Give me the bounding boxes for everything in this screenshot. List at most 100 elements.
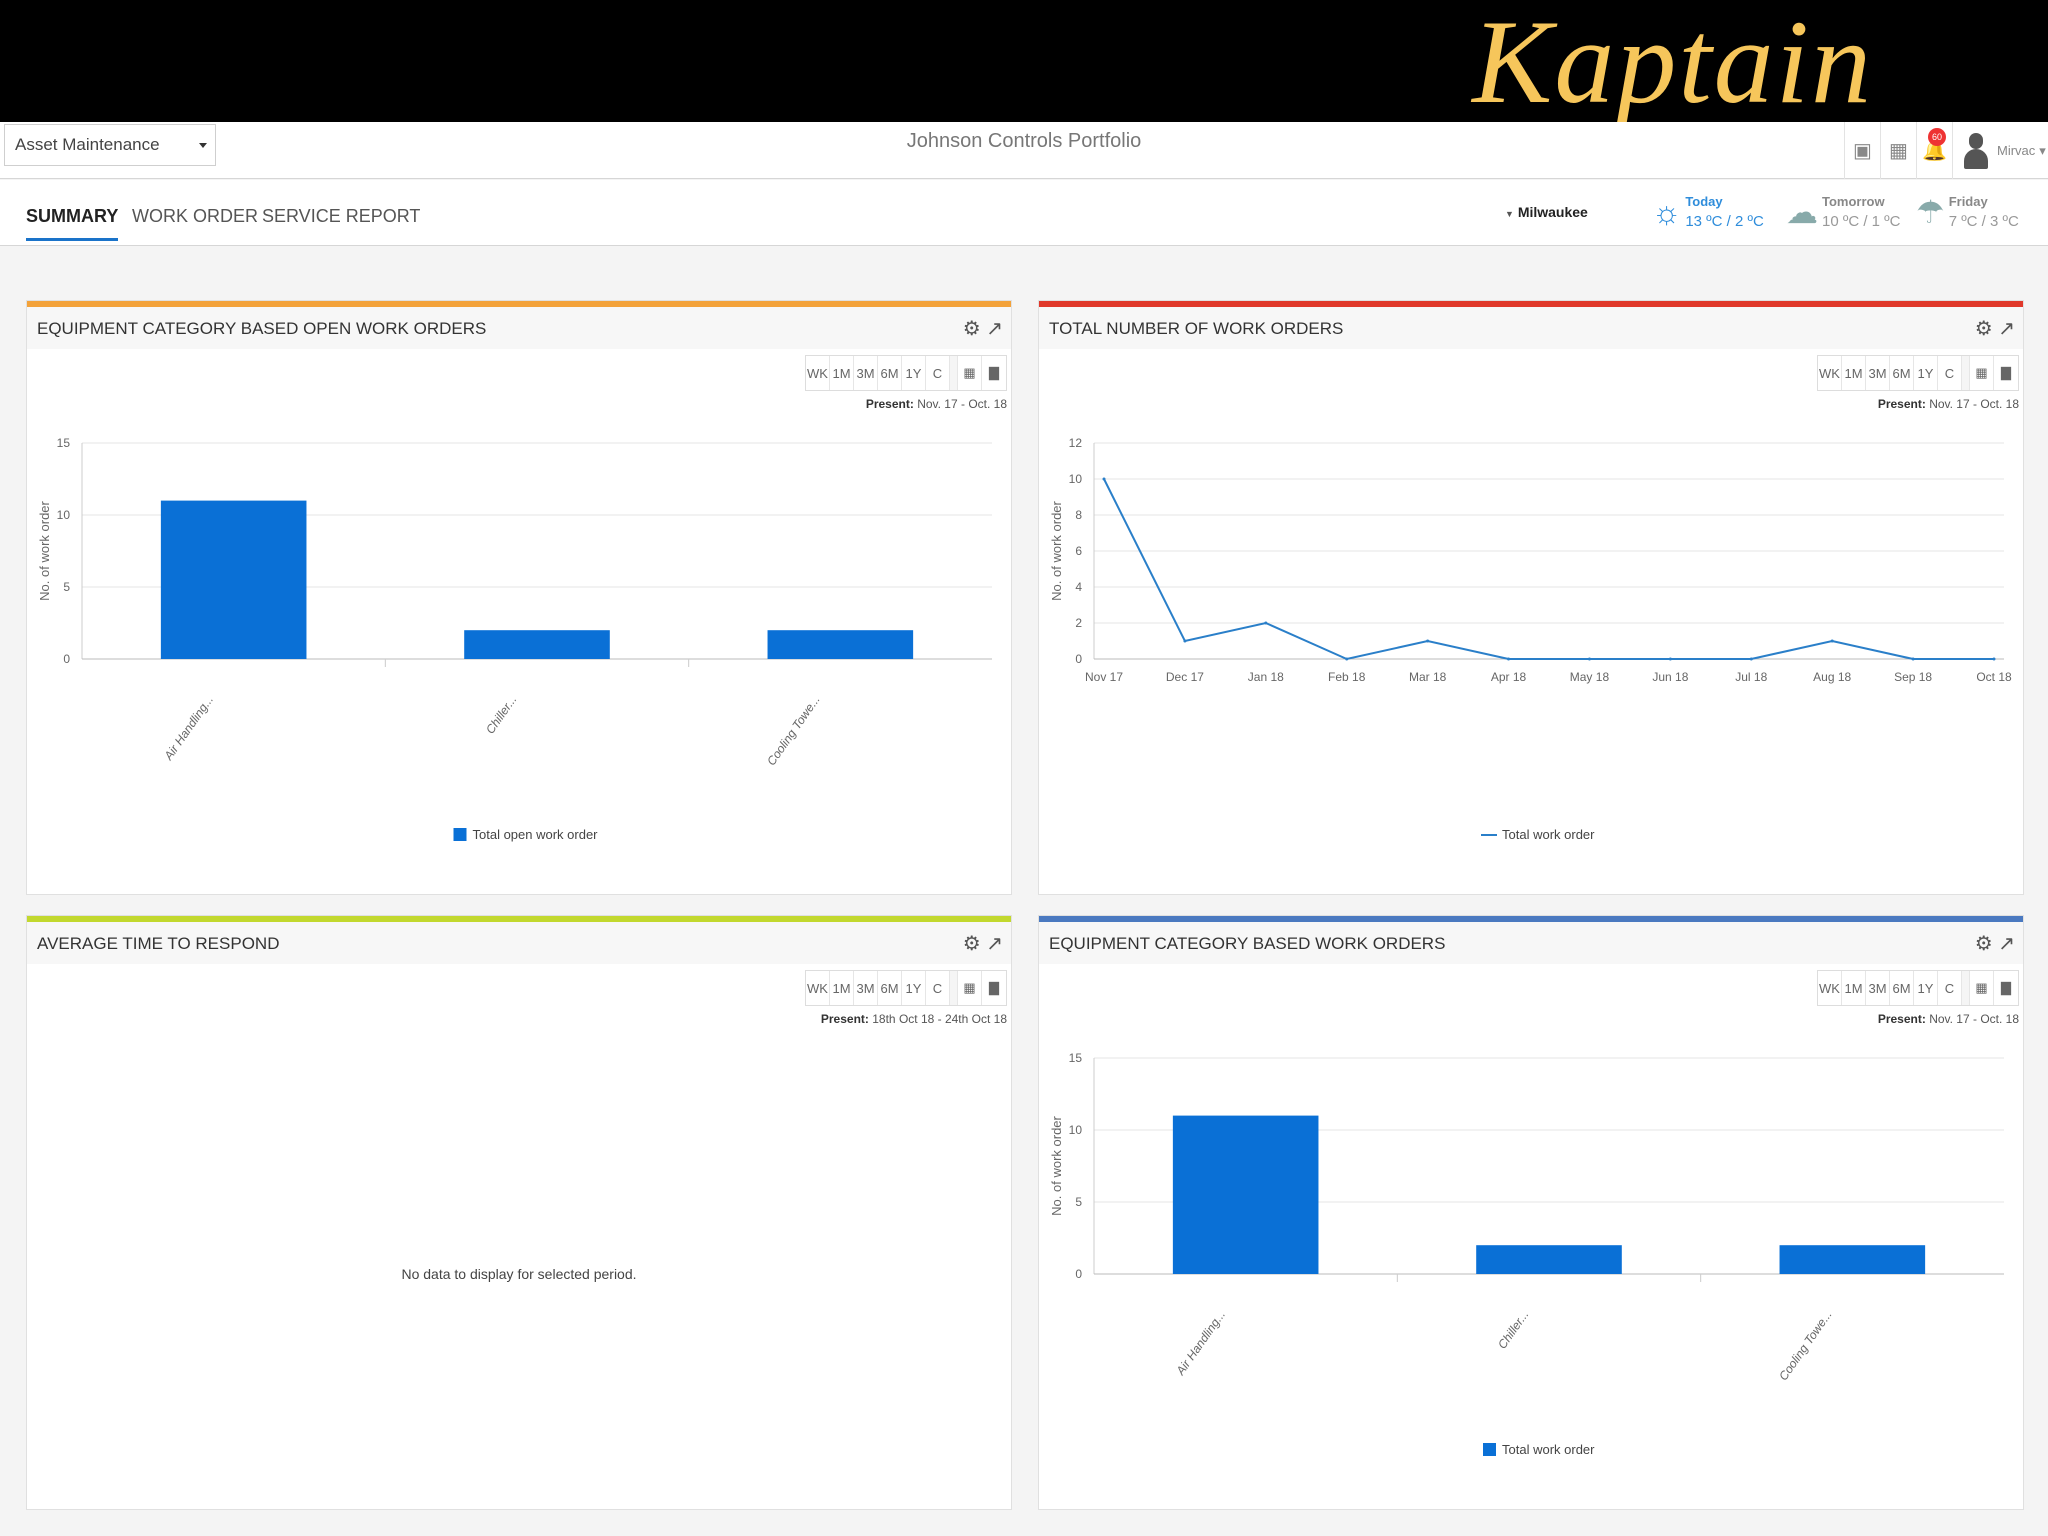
y-axis-label: No. of work order	[1049, 1115, 1064, 1215]
legend-swatch	[453, 828, 467, 841]
range-button-6m[interactable]: 6M	[878, 971, 902, 1005]
table-view-icon[interactable]: ▦	[958, 356, 982, 390]
data-point	[1668, 657, 1672, 661]
y-tick-label: 2	[1075, 616, 1082, 630]
y-tick-label: 10	[1069, 472, 1083, 486]
range-button-3m[interactable]: 3M	[1866, 356, 1890, 390]
y-tick-label: 5	[1075, 1195, 1082, 1209]
range-button-3m[interactable]: 3M	[1866, 971, 1890, 1005]
expand-icon[interactable]: ↗	[1998, 318, 2015, 340]
range-button-6m[interactable]: 6M	[878, 356, 902, 390]
gear-icon[interactable]: ⚙	[1974, 933, 1993, 955]
y-tick-label: 8	[1075, 508, 1082, 522]
camera-icon[interactable]: ▣	[1844, 122, 1880, 179]
data-point	[1183, 639, 1187, 643]
y-tick-label: 15	[1069, 1051, 1083, 1065]
tab-work-order[interactable]: WORK ORDER	[132, 206, 258, 226]
table-view-icon[interactable]: ▦	[1970, 971, 1994, 1005]
data-point	[1830, 639, 1834, 643]
gear-icon[interactable]: ⚙	[962, 933, 981, 955]
data-point	[1345, 657, 1349, 661]
panel-accent	[1039, 916, 2023, 922]
y-tick-label: 0	[1075, 1267, 1082, 1281]
x-tick-label: Chiller...	[1495, 1308, 1531, 1352]
module-select[interactable]: Asset Maintenance	[4, 124, 216, 166]
range-button-c[interactable]: C	[926, 971, 950, 1005]
tab-summary[interactable]: SUMMARY	[26, 206, 119, 241]
portfolio-title: Johnson Controls Portfolio	[906, 130, 1142, 152]
range-button-1y[interactable]: 1Y	[1914, 356, 1938, 390]
range-button-1y[interactable]: 1Y	[902, 356, 926, 390]
expand-icon[interactable]: ↗	[986, 933, 1003, 955]
range-button-1y[interactable]: 1Y	[902, 971, 926, 1005]
data-point	[1102, 477, 1106, 481]
gear-icon[interactable]: ⚙	[1974, 318, 1993, 340]
tab-service-report[interactable]: SERVICE REPORT	[262, 206, 421, 226]
weather-day: Friday	[1948, 194, 1988, 209]
range-button-6m[interactable]: 6M	[1890, 971, 1914, 1005]
data-point	[1507, 657, 1511, 661]
range-button-c[interactable]: C	[1938, 356, 1962, 390]
range-button-1m[interactable]: 1M	[830, 971, 854, 1005]
range-button-1m[interactable]: 1M	[830, 356, 854, 390]
panel-accent	[27, 301, 1011, 307]
expand-icon[interactable]: ↗	[986, 318, 1003, 340]
bar	[1779, 1245, 1926, 1274]
range-button-wk[interactable]: WK	[806, 971, 830, 1005]
table-view-icon[interactable]: ▦	[958, 971, 982, 1005]
x-tick-label: Air Handling...	[1173, 1308, 1228, 1379]
apps-grid-icon[interactable]: ▦	[1880, 122, 1916, 179]
chart-view-icon[interactable]: ▇	[989, 365, 999, 380]
top-icons: ▣ ▦ 🔔 60 Mirvac ▾	[1844, 122, 2048, 179]
range-button-wk[interactable]: WK	[1818, 971, 1842, 1005]
data-point	[1264, 621, 1268, 625]
module-select-value: Asset Maintenance	[15, 135, 160, 154]
panel-accent	[1039, 301, 2023, 307]
caret-down-icon: ▼	[1505, 209, 1514, 219]
panel-header: EQUIPMENT CATEGORY BASED OPEN WORK ORDER…	[27, 307, 1011, 349]
range-button-6m[interactable]: 6M	[1890, 356, 1914, 390]
present-range: Present: 18th Oct 18 - 24th Oct 18	[820, 1012, 1007, 1026]
series-line	[1103, 478, 1994, 661]
range-button-1m[interactable]: 1M	[1842, 971, 1866, 1005]
weather-today: ☼ Today 13 ºC / 2 ºC	[1652, 192, 1764, 232]
present-range: Present: Nov. 17 - Oct. 18	[1877, 1012, 2019, 1026]
range-button-wk[interactable]: WK	[806, 356, 830, 390]
bell-icon[interactable]: 🔔 60	[1916, 122, 1952, 179]
gear-icon[interactable]: ⚙	[962, 318, 981, 340]
range-button-c[interactable]: C	[1938, 971, 1962, 1005]
chart-view-icon[interactable]: ▇	[2001, 980, 2011, 995]
x-tick-label: Jan 18	[1248, 670, 1284, 684]
range-button-3m[interactable]: 3M	[854, 356, 878, 390]
user-menu[interactable]: Mirvac ▾	[1952, 122, 2048, 179]
x-tick-label: Feb 18	[1328, 670, 1366, 684]
range-button-wk[interactable]: WK	[1818, 356, 1842, 390]
y-tick-label: 10	[1069, 1123, 1083, 1137]
range-button-1y[interactable]: 1Y	[1914, 971, 1938, 1005]
x-tick-label: Apr 18	[1491, 670, 1527, 684]
chart-view-icon[interactable]: ▇	[2001, 365, 2011, 380]
bar	[1476, 1245, 1622, 1274]
x-tick-label: May 18	[1570, 670, 1610, 684]
expand-icon[interactable]: ↗	[1998, 933, 2015, 955]
range-toolbar: WK 1M 3M 6M 1Y C ▦ ▇	[1817, 970, 2019, 1006]
table-view-icon[interactable]: ▦	[1970, 356, 1994, 390]
weather-day: Tomorrow	[1822, 194, 1885, 209]
chart-view-icon[interactable]: ▇	[989, 980, 999, 995]
bar	[1172, 1115, 1319, 1274]
range-button-c[interactable]: C	[926, 356, 950, 390]
range-button-1m[interactable]: 1M	[1842, 356, 1866, 390]
x-tick-label: Aug 18	[1813, 670, 1851, 684]
range-button-3m[interactable]: 3M	[854, 971, 878, 1005]
present-range: Present: Nov. 17 - Oct. 18	[865, 397, 1007, 411]
location-select[interactable]: ▼ Milwaukee	[1505, 204, 1588, 220]
notification-badge: 60	[1928, 128, 1946, 146]
top-bar: Asset Maintenance Johnson Controls Portf…	[0, 122, 2048, 179]
data-point	[1911, 657, 1915, 661]
y-axis-label: No. of work order	[1049, 500, 1064, 600]
data-point	[1587, 657, 1591, 661]
panel-accent	[27, 916, 1011, 922]
data-point	[1749, 657, 1753, 661]
chart-total-work-orders: No. of work order 0 2 4 6 8 10 12 Nov 17 Dec 17 Ja…	[1049, 436, 2012, 842]
x-tick-label: Cooling Towe...	[1776, 1308, 1835, 1383]
